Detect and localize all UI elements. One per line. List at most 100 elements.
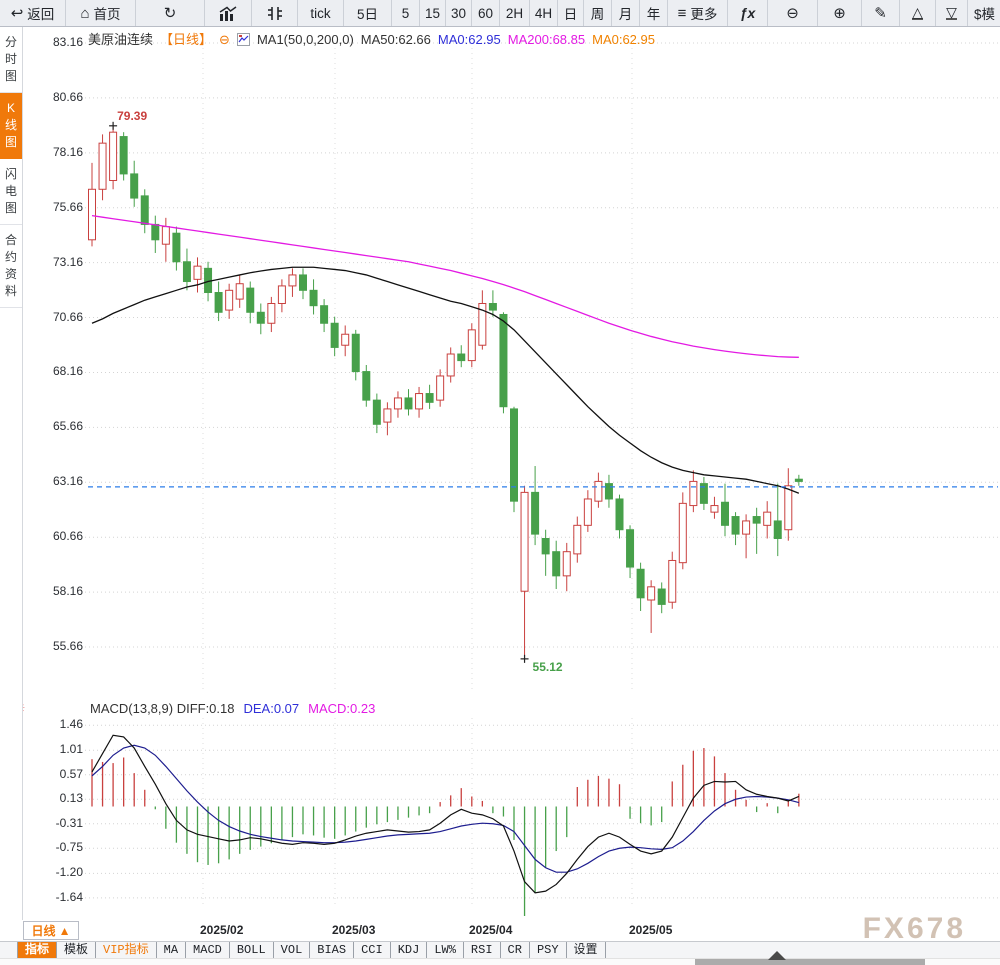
more-button-label: 更多 (690, 7, 718, 22)
period-day-button[interactable]: 日 (558, 0, 584, 26)
macd-tick: -0.31 (55, 815, 83, 830)
bar-chart-button[interactable] (205, 0, 252, 26)
tri-up-icon: △ (912, 4, 923, 20)
indicator-tab-BOLL[interactable]: BOLL (230, 942, 274, 959)
scrollbar-thumb[interactable] (695, 959, 925, 965)
tabs-spacer (0, 942, 18, 959)
price-tick: 70.66 (52, 309, 83, 324)
bottom-scrollbar (0, 958, 1000, 965)
period-30-button-label: 30 (450, 5, 467, 21)
period-30-button[interactable]: 30 (446, 0, 472, 26)
pencil-icon: ✎ (874, 4, 887, 22)
candles-icon (267, 6, 283, 21)
period-15-button[interactable]: 15 (420, 0, 446, 26)
macd-title-seg-0: MACD(13,8,9) DIFF:0.18 (90, 701, 235, 716)
price-tick: 80.66 (52, 89, 83, 104)
macd-tick: 0.13 (59, 791, 83, 806)
period-15-button-label: 15 (424, 5, 441, 21)
chart-title: 美原油连续 【日线】 ⊖ MA1(50,0,200,0) MA50:62.66 MA0:6… (88, 29, 662, 48)
period-5d-button-label: 5日 (356, 7, 378, 22)
indicator-tab-MA[interactable]: MA (157, 942, 187, 959)
period-5d-button[interactable]: 5日 (344, 0, 392, 26)
indicator-fx-button[interactable]: ƒx (728, 0, 768, 26)
price-tick: 65.66 (52, 419, 83, 434)
top-toolbar: ↩ 返回 ⌂ 首页 ↻ tick 5日 5 15 30 60 2H 4H 日周月年 ≡ 更多 ƒx ⊖ ⊕ ✎ △ ▽ $模 (0, 0, 1000, 27)
indicator-tabs: 指标 模板 VIP指标 MA MACD BOLL VOL BIAS CCI KDJ LW% RSI CR… (0, 941, 1000, 959)
period-month-button[interactable]: 月 (612, 0, 640, 26)
scale-down-button[interactable]: ▽ (936, 0, 968, 26)
chart-title-seg-0: 美原油连续 (88, 32, 154, 47)
scroll-arrow-icon[interactable] (768, 951, 786, 960)
x-axis-label: 2025/03 (332, 923, 376, 937)
sidebar-tab-2[interactable]: 闪电图 (0, 159, 22, 225)
macd-tick: 1.46 (59, 717, 83, 732)
price-tick: 58.16 (52, 584, 83, 599)
refresh-icon: ↻ (163, 4, 177, 22)
home-button-label: 首页 (93, 7, 121, 22)
sidebar-tab-0[interactable]: 分时图 (0, 27, 22, 93)
macd-header: MACD(13,8,9) DIFF:0.18 DEA:0.07 MACD:0.23 (90, 701, 384, 716)
chart-title-seg-8: MA0:62.95 (592, 32, 655, 47)
period-4h-button[interactable]: 4H (530, 0, 558, 26)
refresh-button[interactable]: ↻ (136, 0, 205, 26)
price-tick: 68.16 (52, 364, 83, 379)
price-tick: 75.66 (52, 199, 83, 214)
indicator-tab-BIAS[interactable]: BIAS (310, 942, 355, 959)
macd-title-seg-1: DEA:0.07 (243, 701, 300, 716)
chart-title-seg-5: MA50:62.66 (360, 32, 431, 47)
mode-button[interactable]: $模 (968, 0, 1000, 26)
period-label: 日线 (31, 924, 56, 938)
low-price-annotation: 55.12 (532, 659, 563, 674)
indicator-tab-设置[interactable]: 设置 (567, 942, 606, 959)
indicator-tab-MACD[interactable]: MACD (186, 942, 230, 959)
home-icon: ⌂ (80, 4, 90, 22)
period-year-button-label: 年 (646, 7, 661, 22)
zoom-in-button[interactable]: ⊕ (818, 0, 862, 26)
back-button[interactable]: ↩ 返回 (0, 0, 66, 26)
x-axis-label: 2025/04 (469, 923, 513, 937)
price-tick: 78.16 (52, 144, 83, 159)
price-tick: 60.66 (52, 529, 83, 544)
indicator-tab-PSY[interactable]: PSY (530, 942, 567, 959)
tick-period-button[interactable]: tick (298, 0, 344, 26)
period-2h-button[interactable]: 2H (500, 0, 530, 26)
tabs-tail (606, 942, 1000, 959)
fx-icon: ƒx (739, 5, 756, 21)
back-icon: ↩ (10, 4, 24, 22)
indicator-tab-模板[interactable]: 模板 (57, 942, 97, 959)
period-selector[interactable]: 日线 ▲ (23, 921, 79, 940)
macd-tick: 0.57 (59, 766, 83, 781)
period-week-button-label: 周 (590, 7, 605, 22)
indicator-tab-CR[interactable]: CR (501, 942, 530, 959)
sidebar-tab-3[interactable]: 合约资料 (0, 225, 22, 308)
collapse-icon[interactable]: ⊖ (219, 32, 230, 47)
x-axis-label: 2025/05 (629, 923, 673, 937)
home-button[interactable]: ⌂ 首页 (66, 0, 136, 26)
indicator-tab-KDJ[interactable]: KDJ (391, 942, 428, 959)
indicator-tab-指标[interactable]: 指标 (18, 942, 58, 959)
candle-chart-button[interactable] (252, 0, 298, 26)
period-week-button[interactable]: 周 (584, 0, 612, 26)
macd-tick: 1.01 (59, 742, 83, 757)
indicator-tab-CCI[interactable]: CCI (354, 942, 391, 959)
indicator-tab-VIP指标[interactable]: VIP指标 (96, 942, 157, 959)
period-day-button-label: 日 (563, 7, 578, 22)
more-button[interactable]: ≡ 更多 (668, 0, 728, 26)
macd-title-seg-2: MACD:0.23 (308, 701, 376, 716)
zoom-out-button[interactable]: ⊖ (768, 0, 818, 26)
period-60-button[interactable]: 60 (472, 0, 500, 26)
period-5-button[interactable]: 5 (392, 0, 420, 26)
indicator-tab-RSI[interactable]: RSI (464, 942, 501, 959)
period-5-button-label: 5 (401, 5, 410, 21)
draw-button[interactable]: ✎ (862, 0, 900, 26)
indicator-tab-VOL[interactable]: VOL (274, 942, 311, 959)
x-axis-label: 2025/02 (200, 923, 244, 937)
scale-up-button[interactable]: △ (900, 0, 936, 26)
watermark: FX678 (862, 912, 966, 945)
indicator-tab-LW%[interactable]: LW% (427, 942, 464, 959)
period-year-button[interactable]: 年 (640, 0, 668, 26)
